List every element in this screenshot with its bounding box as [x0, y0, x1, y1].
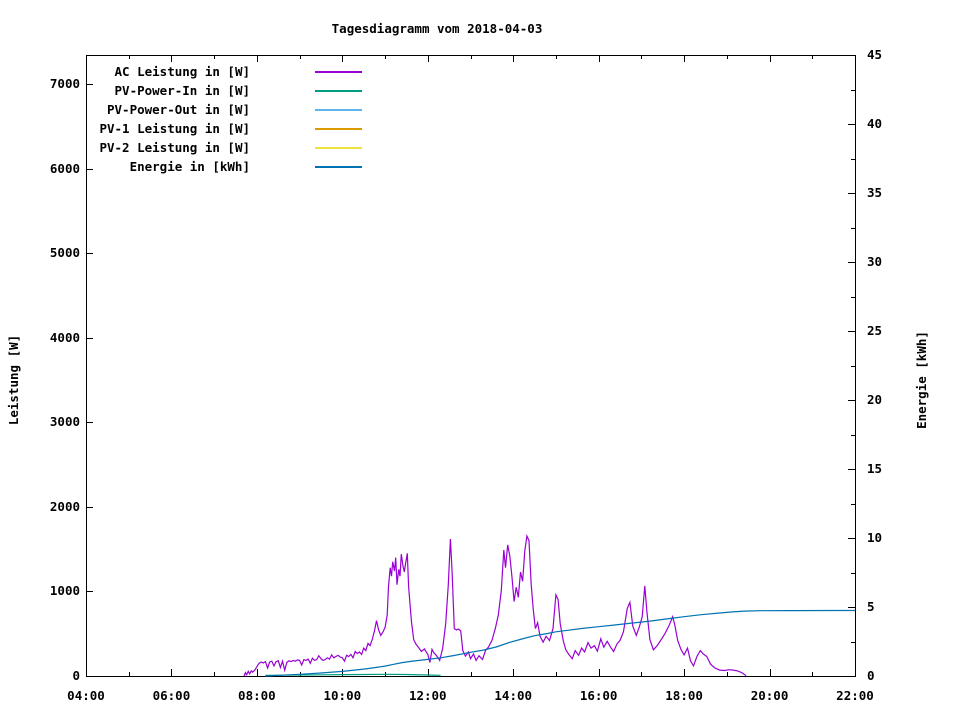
legend-item-energie: Energie in [kWh] — [86, 157, 362, 176]
y-axis-label-left: Leistung [W] — [6, 334, 21, 426]
y-right-tick-label: 15 — [867, 461, 883, 476]
legend-item-pv-2-leistung: PV-2 Leistung in [W] — [86, 138, 362, 157]
y-right-tick-label: 35 — [867, 185, 883, 200]
x-tick-label: 22:00 — [836, 688, 874, 703]
y-right-tick-label: 5 — [867, 599, 875, 614]
legend-label-pv-power-out: PV-Power-Out in [W] — [107, 102, 250, 117]
y-right-tick-label: 0 — [867, 668, 875, 683]
y-left-tick-label: 0 — [72, 668, 80, 683]
y-left-tick-label: 3000 — [49, 414, 80, 430]
y-left-tick-label: 6000 — [49, 160, 80, 176]
y-left-tick-label: 1000 — [49, 583, 80, 599]
legend-item-pv-power-in: PV-Power-In in [W] — [86, 81, 362, 100]
legend-item-pv-power-out: PV-Power-Out in [W] — [86, 100, 362, 119]
legend-item-pv-1-leistung: PV-1 Leistung in [W] — [86, 119, 362, 138]
legend-line-swatch-energie — [315, 165, 362, 168]
x-tick-label: 10:00 — [323, 688, 362, 703]
legend-label-pv-power-in: PV-Power-In in [W] — [114, 83, 250, 98]
y-left-tick-label: 7000 — [49, 76, 80, 91]
y-right-tick-label: 25 — [867, 323, 883, 338]
y-axis-label-right: Energie [kWh] — [914, 331, 929, 429]
x-tick-label: 12:00 — [408, 688, 447, 703]
legend-label-energie: Energie in [kWh] — [129, 159, 250, 174]
legend-label-ac-leistung: AC Leistung in [W] — [114, 64, 250, 79]
y-right-tick-label: 45 — [867, 47, 883, 62]
series-ac-leistung — [243, 533, 747, 677]
series-energie — [265, 609, 855, 677]
x-tick-label: 20:00 — [750, 688, 789, 703]
y-right-tick-label: 30 — [867, 254, 883, 269]
legend-item-ac-leistung: AC Leistung in [W] — [86, 62, 362, 81]
y-right-tick-label: 20 — [867, 392, 883, 407]
legend-line-swatch-ac-leistung — [315, 70, 362, 73]
y-left-tick-label: 2000 — [49, 498, 80, 514]
legend-label-pv-2-leistung: PV-2 Leistung in [W] — [99, 140, 250, 155]
x-tick-label: 08:00 — [238, 688, 276, 703]
legend-line-swatch-pv-power-out — [315, 108, 362, 111]
legend-label-pv-1-leistung: PV-1 Leistung in [W] — [99, 121, 250, 136]
legend-line-swatch-pv-power-in — [315, 89, 362, 92]
legend: AC Leistung in [W] PV-Power-In in [W] PV… — [86, 62, 362, 176]
x-tick-label: 14:00 — [494, 688, 533, 703]
x-tick-label: 18:00 — [665, 688, 703, 703]
y-right-tick-label: 40 — [867, 116, 883, 131]
x-tick-label: 04:00 — [67, 688, 105, 703]
y-left-tick-label: 4000 — [49, 329, 80, 345]
chart-title: Tagesdiagramm vom 2018-04-03 — [331, 21, 543, 36]
legend-line-swatch-pv-2-leistung — [315, 146, 362, 149]
legend-line-swatch-pv-1-leistung — [315, 127, 362, 130]
x-tick-label: 16:00 — [579, 688, 618, 703]
y-left-tick-label: 5000 — [49, 245, 80, 261]
y-right-tick-label: 10 — [867, 530, 883, 545]
x-tick-label: 06:00 — [152, 688, 191, 703]
